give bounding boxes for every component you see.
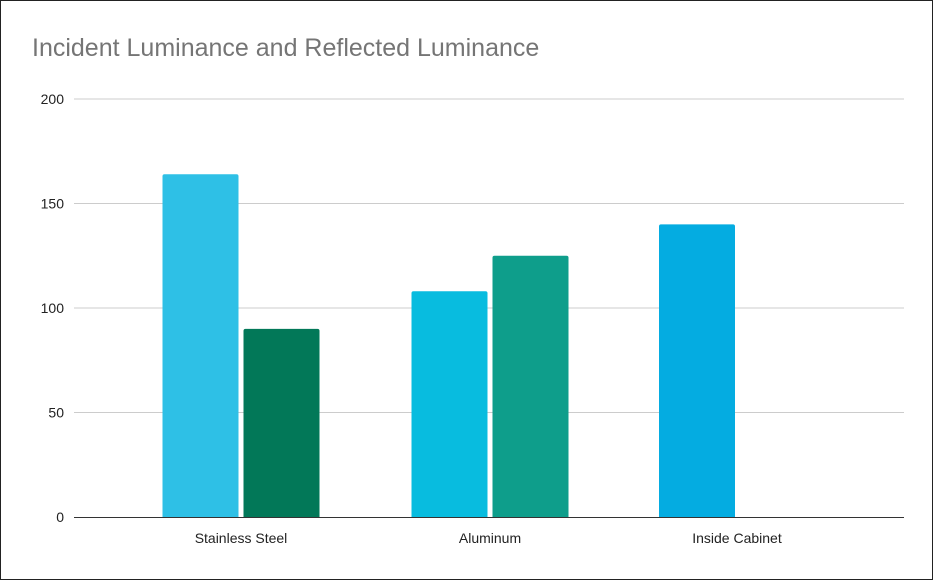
bar-inside-cabinet-1 (659, 224, 735, 517)
y-tick-label: 50 (48, 405, 64, 421)
x-tick-labels: Stainless Steel Aluminum Inside Cabinet (195, 530, 782, 546)
bar-aluminum-1 (411, 291, 488, 517)
y-tick-labels: 0 50 100 150 200 (41, 91, 65, 525)
bars (162, 174, 735, 518)
y-tick-label: 150 (41, 196, 65, 212)
bar-aluminum-2 (492, 255, 569, 517)
bar-stainless-steel-2 (243, 328, 320, 517)
y-tick-label: 200 (41, 91, 65, 107)
bar-stainless-steel-1 (162, 174, 239, 518)
y-tick-label: 0 (56, 509, 64, 525)
chart-title: Incident Luminance and Reflected Luminan… (32, 34, 540, 62)
x-tick-label: Aluminum (459, 530, 521, 546)
y-tick-label: 100 (41, 300, 65, 316)
x-tick-label: Inside Cabinet (692, 530, 782, 546)
x-tick-label: Stainless Steel (195, 530, 288, 546)
